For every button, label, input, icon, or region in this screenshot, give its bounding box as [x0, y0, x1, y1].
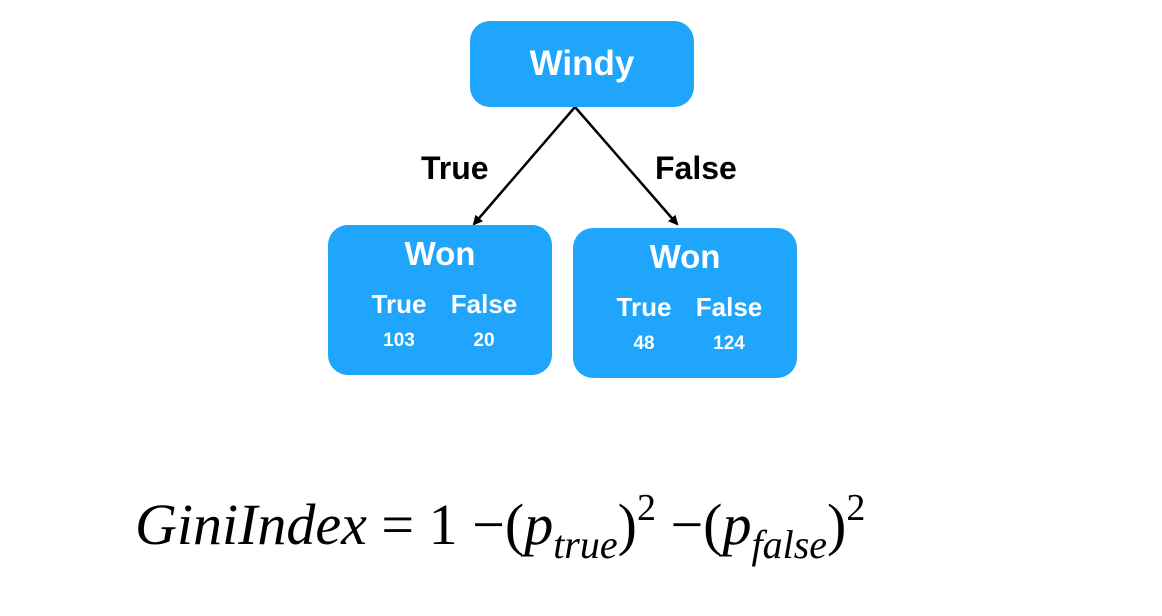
leaf-node-true-branch: Won True 103 False 20	[328, 225, 552, 375]
leaf-column-value: 48	[633, 333, 655, 354]
formula-close-paren: )	[827, 492, 847, 557]
formula-close-paren: )	[617, 492, 637, 557]
formula-p: p	[722, 492, 752, 557]
edge-label-true: True	[421, 150, 489, 186]
edge-arrow-true	[472, 106, 576, 226]
formula-minus: −	[670, 492, 704, 557]
leaf-column-value: 20	[473, 330, 495, 351]
edge-arrow-false	[574, 106, 679, 226]
root-node-windy: Windy	[470, 21, 694, 107]
leaf-column-label: True	[371, 289, 427, 319]
formula-minus: −	[472, 492, 505, 557]
formula-exponent: 2	[636, 487, 656, 529]
leaf-node-false-branch: Won True 48 False 124	[573, 228, 797, 378]
leaf-column-true: True 48	[609, 292, 679, 355]
leaf-column-label: True	[616, 292, 672, 322]
leaf-title: Won	[404, 235, 476, 272]
leaf-column-value: 103	[383, 330, 415, 351]
formula-equals: =	[381, 492, 415, 557]
leaf-column-label: False	[695, 292, 763, 322]
leaf-column-value: 124	[713, 333, 745, 354]
formula-p: p	[524, 492, 554, 557]
formula-one: 1	[428, 492, 458, 557]
edge-label-false: False	[655, 150, 737, 186]
root-node-label: Windy	[529, 44, 635, 83]
leaf-column-label: False	[450, 289, 518, 319]
formula-lhs: GiniIndex	[135, 492, 367, 557]
leaf-column-false: False 20	[442, 289, 526, 352]
formula-subscript-false: false	[751, 522, 828, 567]
formula-open-paren: (	[703, 492, 723, 557]
formula-open-paren: (	[504, 492, 525, 557]
leaf-column-true: True 103	[364, 289, 434, 352]
formula-exponent: 2	[846, 487, 866, 529]
gini-index-formula: GiniIndex = 1 −(ptrue)2 −(pfalse)2	[135, 486, 865, 568]
leaf-column-false: False 124	[687, 292, 771, 355]
leaf-title: Won	[649, 238, 721, 275]
formula-subscript-true: true	[553, 522, 618, 567]
